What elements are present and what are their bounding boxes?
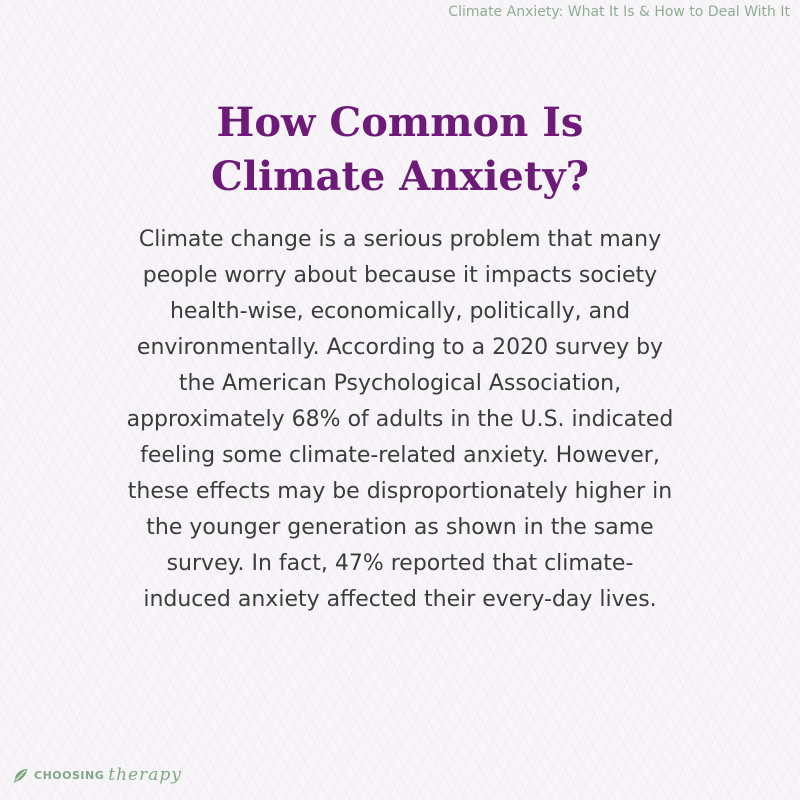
body-paragraph: Climate change is a serious problem that… — [0, 222, 800, 618]
body-line: induced anxiety affected their every-day… — [143, 587, 657, 612]
body-line: approximately 68% of adults in the U.S. … — [126, 407, 674, 432]
body-line: Climate change is a serious problem that… — [138, 227, 662, 252]
article-caption: Climate Anxiety: What It Is & How to Dea… — [448, 4, 790, 20]
choosing-therapy-logo: CHOOSING therapy — [12, 764, 182, 786]
body-line: health-wise, economically, politically, … — [169, 299, 631, 324]
logo-wordmark-choosing: CHOOSING — [34, 768, 105, 782]
logo-wordmark-therapy: therapy — [108, 765, 182, 785]
page-title: How Common Is Climate Anxiety? — [0, 96, 800, 204]
leaf-icon — [13, 768, 28, 783]
title-line: Climate Anxiety? — [210, 153, 590, 200]
body-line: environmentally. According to a 2020 sur… — [136, 335, 664, 360]
body-line: feeling some climate-related anxiety. Ho… — [140, 443, 660, 468]
body-line: the American Psychological Association, — [178, 371, 622, 396]
title-line: How Common Is — [216, 99, 584, 146]
body-line: people worry about because it impacts so… — [142, 263, 658, 288]
body-line: the younger generation as shown in the s… — [146, 515, 654, 540]
body-line: these effects may be disproportionately … — [127, 479, 673, 504]
body-line: survey. In fact, 47% reported that clima… — [166, 551, 634, 576]
